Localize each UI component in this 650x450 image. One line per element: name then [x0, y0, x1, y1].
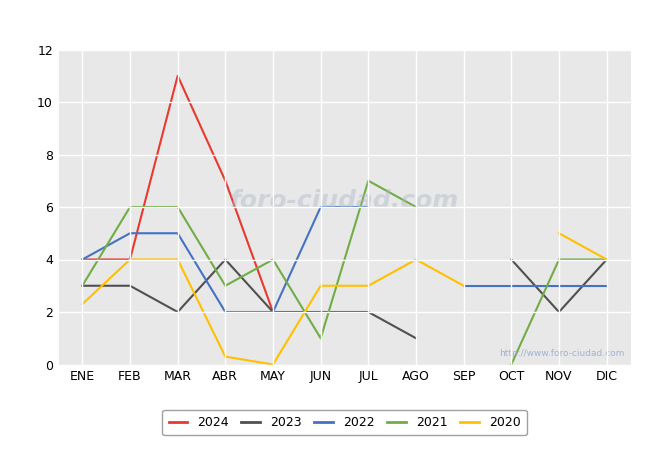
Text: foro-ciudad.com: foro-ciudad.com — [230, 189, 459, 213]
Legend: 2024, 2023, 2022, 2021, 2020: 2024, 2023, 2022, 2021, 2020 — [162, 410, 526, 436]
Text: Matriculaciones de Vehiculos en Albesa: Matriculaciones de Vehiculos en Albesa — [161, 9, 489, 27]
Text: http://www.foro-ciudad.com: http://www.foro-ciudad.com — [499, 349, 625, 358]
